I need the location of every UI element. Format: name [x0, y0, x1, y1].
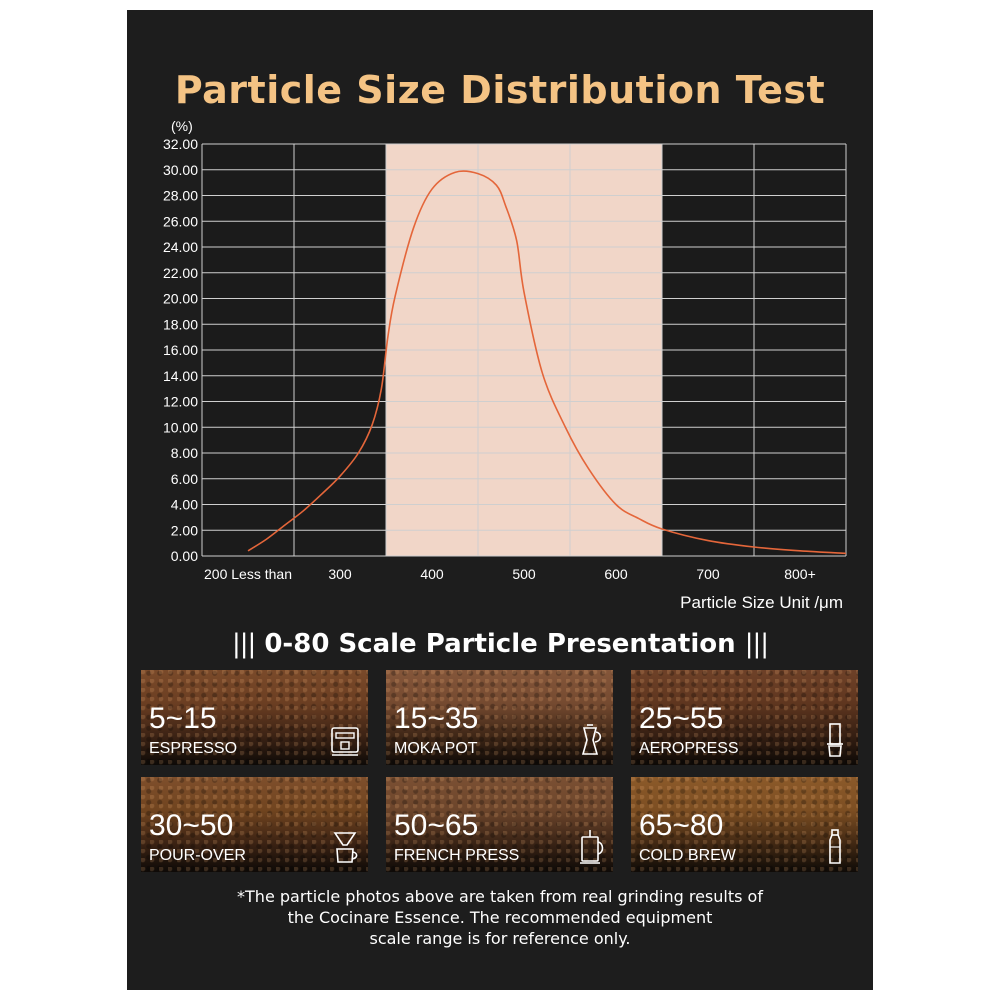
particle-tile: 30~50 POUR-OVER [141, 777, 368, 872]
scale-range: 65~80 [639, 809, 724, 842]
x-tick-label: 800+ [784, 566, 816, 582]
x-tick-label: 200 Less than [204, 566, 292, 582]
page-title: Particle Size Distribution Test [174, 68, 826, 112]
y-tick-label: 20.00 [163, 291, 198, 307]
x-axis-label: Particle Size Unit /μm [680, 593, 843, 612]
x-axis-ticks: 200 Less than 300 400 500 600 700 800+ [204, 566, 816, 582]
particle-tile: 65~80 COLD BREW [631, 777, 858, 872]
y-tick-label: 4.00 [171, 497, 198, 513]
y-tick-label: 2.00 [171, 522, 198, 538]
footnote-line: scale range is for reference only. [369, 929, 631, 948]
y-tick-label: 26.00 [163, 213, 198, 229]
footnote-line: the Cocinare Essence. The recommended eq… [287, 908, 713, 927]
y-tick-label: 18.00 [163, 316, 198, 332]
moka-pot-icon [575, 722, 605, 758]
scale-range: 30~50 [149, 809, 234, 842]
distribution-chart: 32.00 30.00 28.00 26.00 24.00 22.00 20.00 18.00… [163, 118, 847, 582]
x-tick-label: 600 [604, 566, 628, 582]
section-title: ||| 0-80 Scale Particle Presentation ||| [127, 629, 873, 659]
french-press-icon [575, 829, 605, 865]
y-tick-label: 30.00 [163, 162, 198, 178]
y-tick-label: 22.00 [163, 265, 198, 281]
brew-method: POUR-OVER [149, 847, 246, 864]
footnote: *The particle photos above are taken fro… [127, 886, 873, 949]
footnote-line: *The particle photos above are taken fro… [237, 887, 763, 906]
particle-tile: 25~55 AEROPRESS [631, 670, 858, 765]
chart-grid [201, 143, 847, 557]
y-axis-ticks: 32.00 30.00 28.00 26.00 24.00 22.00 20.00 18.00… [163, 136, 198, 564]
x-tick-label: 300 [328, 566, 352, 582]
signal-bars-left-icon: ||| [232, 629, 256, 659]
scale-range: 15~35 [394, 702, 479, 735]
scale-range: 25~55 [639, 702, 724, 735]
x-tick-label: 400 [420, 566, 444, 582]
y-tick-label: 32.00 [163, 136, 198, 152]
brew-method: ESPRESSO [149, 740, 238, 757]
pour-over-icon [330, 829, 360, 865]
espresso-machine-icon [330, 722, 360, 758]
x-tick-label: 700 [696, 566, 720, 582]
x-tick-label: 500 [512, 566, 536, 582]
y-tick-label: 0.00 [171, 548, 198, 564]
particle-tile: 5~15 ESPRESSO [141, 670, 368, 765]
aeropress-icon [820, 722, 850, 758]
section-title-text: 0-80 Scale Particle Presentation [264, 629, 736, 659]
scale-range: 50~65 [394, 809, 479, 842]
brew-method: MOKA POT [394, 740, 478, 757]
distribution-line [247, 170, 847, 555]
brew-method: FRENCH PRESS [394, 847, 520, 864]
particle-tile: 50~65 FRENCH PRESS [386, 777, 613, 872]
product-panel: Particle Size Distribution Test 32.00 30.… [127, 10, 873, 990]
y-tick-label: 10.00 [163, 419, 198, 435]
brew-method: AEROPRESS [639, 740, 739, 757]
scale-range: 5~15 [149, 702, 217, 735]
y-axis-unit: (%) [171, 118, 193, 134]
brew-method: COLD BREW [639, 847, 736, 864]
y-tick-label: 28.00 [163, 188, 198, 204]
y-tick-label: 24.00 [163, 239, 198, 255]
signal-bars-right-icon: ||| [744, 629, 769, 659]
particle-tile: 15~35 MOKA POT [386, 670, 613, 765]
y-tick-label: 8.00 [171, 445, 198, 461]
cold-brew-bottle-icon [820, 829, 850, 865]
y-tick-label: 6.00 [171, 471, 198, 487]
y-tick-label: 16.00 [163, 342, 198, 358]
y-tick-label: 12.00 [163, 394, 198, 410]
y-tick-label: 14.00 [163, 368, 198, 384]
